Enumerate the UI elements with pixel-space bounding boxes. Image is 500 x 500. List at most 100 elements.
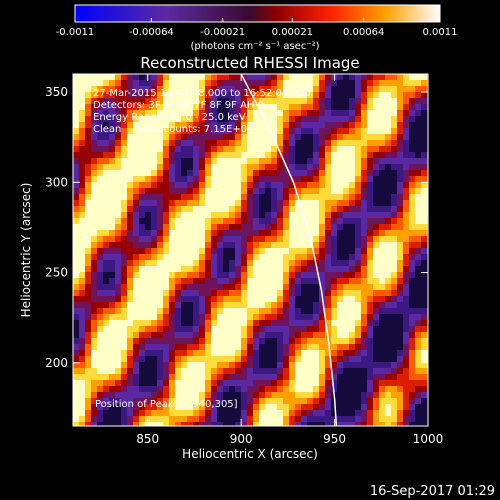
heatmap-cell bbox=[397, 302, 403, 308]
heatmap-cell bbox=[385, 194, 391, 200]
heatmap-cell bbox=[313, 332, 319, 338]
heatmap-cell bbox=[349, 212, 355, 218]
heatmap-cell bbox=[235, 200, 241, 206]
heatmap-cell bbox=[259, 296, 265, 302]
heatmap-cell bbox=[337, 326, 343, 332]
heatmap-cell bbox=[199, 320, 205, 326]
heatmap-cell bbox=[217, 212, 223, 218]
heatmap-cell bbox=[199, 266, 205, 272]
heatmap-cell bbox=[409, 332, 415, 338]
heatmap-cell bbox=[109, 200, 115, 206]
heatmap-cell bbox=[331, 416, 337, 422]
heatmap-cell bbox=[307, 146, 313, 152]
heatmap-cell bbox=[79, 290, 85, 296]
heatmap-cell bbox=[295, 422, 301, 426]
heatmap-cell bbox=[361, 212, 367, 218]
heatmap-cell bbox=[157, 158, 163, 164]
heatmap-cell bbox=[289, 92, 295, 98]
heatmap-cell bbox=[187, 104, 193, 110]
heatmap-cell bbox=[217, 362, 223, 368]
heatmap-cell bbox=[349, 206, 355, 212]
heatmap-cell bbox=[403, 272, 409, 278]
heatmap-cell bbox=[301, 182, 307, 188]
heatmap-cell bbox=[205, 314, 211, 320]
heatmap-cell bbox=[397, 164, 403, 170]
heatmap-cell bbox=[253, 170, 259, 176]
heatmap-cell bbox=[211, 242, 217, 248]
heatmap-cell bbox=[97, 308, 103, 314]
heatmap-cell bbox=[397, 368, 403, 374]
heatmap-cell bbox=[115, 248, 121, 254]
heatmap-cell bbox=[79, 362, 85, 368]
heatmap-cell bbox=[163, 320, 169, 326]
heatmap-cell bbox=[343, 200, 349, 206]
heatmap-cell bbox=[247, 296, 253, 302]
heatmap-cell bbox=[355, 86, 361, 92]
heatmap-cell bbox=[115, 278, 121, 284]
heatmap-cell bbox=[265, 260, 271, 266]
heatmap-cell bbox=[391, 80, 397, 86]
y-axis-label: Heliocentric Y (arcsec) bbox=[19, 183, 33, 318]
heatmap-cell bbox=[121, 152, 127, 158]
heatmap-cell bbox=[217, 230, 223, 236]
heatmap-cell bbox=[283, 410, 289, 416]
heatmap-cell bbox=[421, 416, 427, 422]
heatmap-cell bbox=[367, 92, 373, 98]
heatmap-cell bbox=[385, 290, 391, 296]
heatmap-cell bbox=[325, 284, 331, 290]
heatmap-cell bbox=[307, 392, 313, 398]
heatmap-cell bbox=[421, 188, 427, 194]
heatmap-cell bbox=[355, 326, 361, 332]
heatmap-cell bbox=[409, 164, 415, 170]
heatmap-cell bbox=[271, 410, 277, 416]
heatmap-cell bbox=[307, 116, 313, 122]
heatmap-cell bbox=[289, 98, 295, 104]
heatmap-cell bbox=[247, 146, 253, 152]
heatmap-cell bbox=[283, 248, 289, 254]
heatmap-cell bbox=[235, 314, 241, 320]
heatmap-cell bbox=[319, 248, 325, 254]
colorbar-ticks: -0.0011 -0.00064 -0.00021 0.00021 0.00064 0.0… bbox=[56, 18, 458, 38]
heatmap-cell bbox=[391, 230, 397, 236]
heatmap-cell bbox=[367, 86, 373, 92]
heatmap-cell bbox=[187, 266, 193, 272]
heatmap-cell bbox=[307, 380, 313, 386]
heatmap-cell bbox=[301, 128, 307, 134]
heatmap-cell bbox=[115, 176, 121, 182]
heatmap-cell bbox=[91, 164, 97, 170]
heatmap-cell bbox=[229, 128, 235, 134]
heatmap-cell bbox=[319, 386, 325, 392]
heatmap-cell bbox=[319, 362, 325, 368]
heatmap-cell bbox=[97, 302, 103, 308]
heatmap-cell bbox=[193, 218, 199, 224]
heatmap-cell bbox=[199, 242, 205, 248]
heatmap-cell bbox=[349, 284, 355, 290]
heatmap-cell bbox=[391, 86, 397, 92]
heatmap-cell bbox=[259, 326, 265, 332]
heatmap-cell bbox=[415, 410, 421, 416]
heatmap-cell bbox=[259, 164, 265, 170]
heatmap-cell bbox=[259, 380, 265, 386]
heatmap-cell bbox=[283, 332, 289, 338]
heatmap-cell bbox=[415, 128, 421, 134]
heatmap-cell bbox=[205, 398, 211, 404]
heatmap-cell bbox=[109, 182, 115, 188]
heatmap-cell bbox=[253, 332, 259, 338]
heatmap-cell bbox=[205, 80, 211, 86]
heatmap-cell bbox=[415, 386, 421, 392]
heatmap-cell bbox=[103, 284, 109, 290]
heatmap-cell bbox=[151, 338, 157, 344]
heatmap-cell bbox=[415, 266, 421, 272]
heatmap-cell bbox=[199, 128, 205, 134]
heatmap-cell bbox=[271, 200, 277, 206]
heatmap-cell bbox=[337, 74, 343, 80]
heatmap-cell bbox=[175, 134, 181, 140]
heatmap-cell bbox=[175, 278, 181, 284]
heatmap-cell bbox=[379, 374, 385, 380]
heatmap-cell bbox=[121, 284, 127, 290]
heatmap-cell bbox=[283, 284, 289, 290]
heatmap-cell bbox=[379, 392, 385, 398]
heatmap-cell bbox=[121, 128, 127, 134]
heatmap-cell bbox=[97, 332, 103, 338]
heatmap-cell bbox=[349, 218, 355, 224]
